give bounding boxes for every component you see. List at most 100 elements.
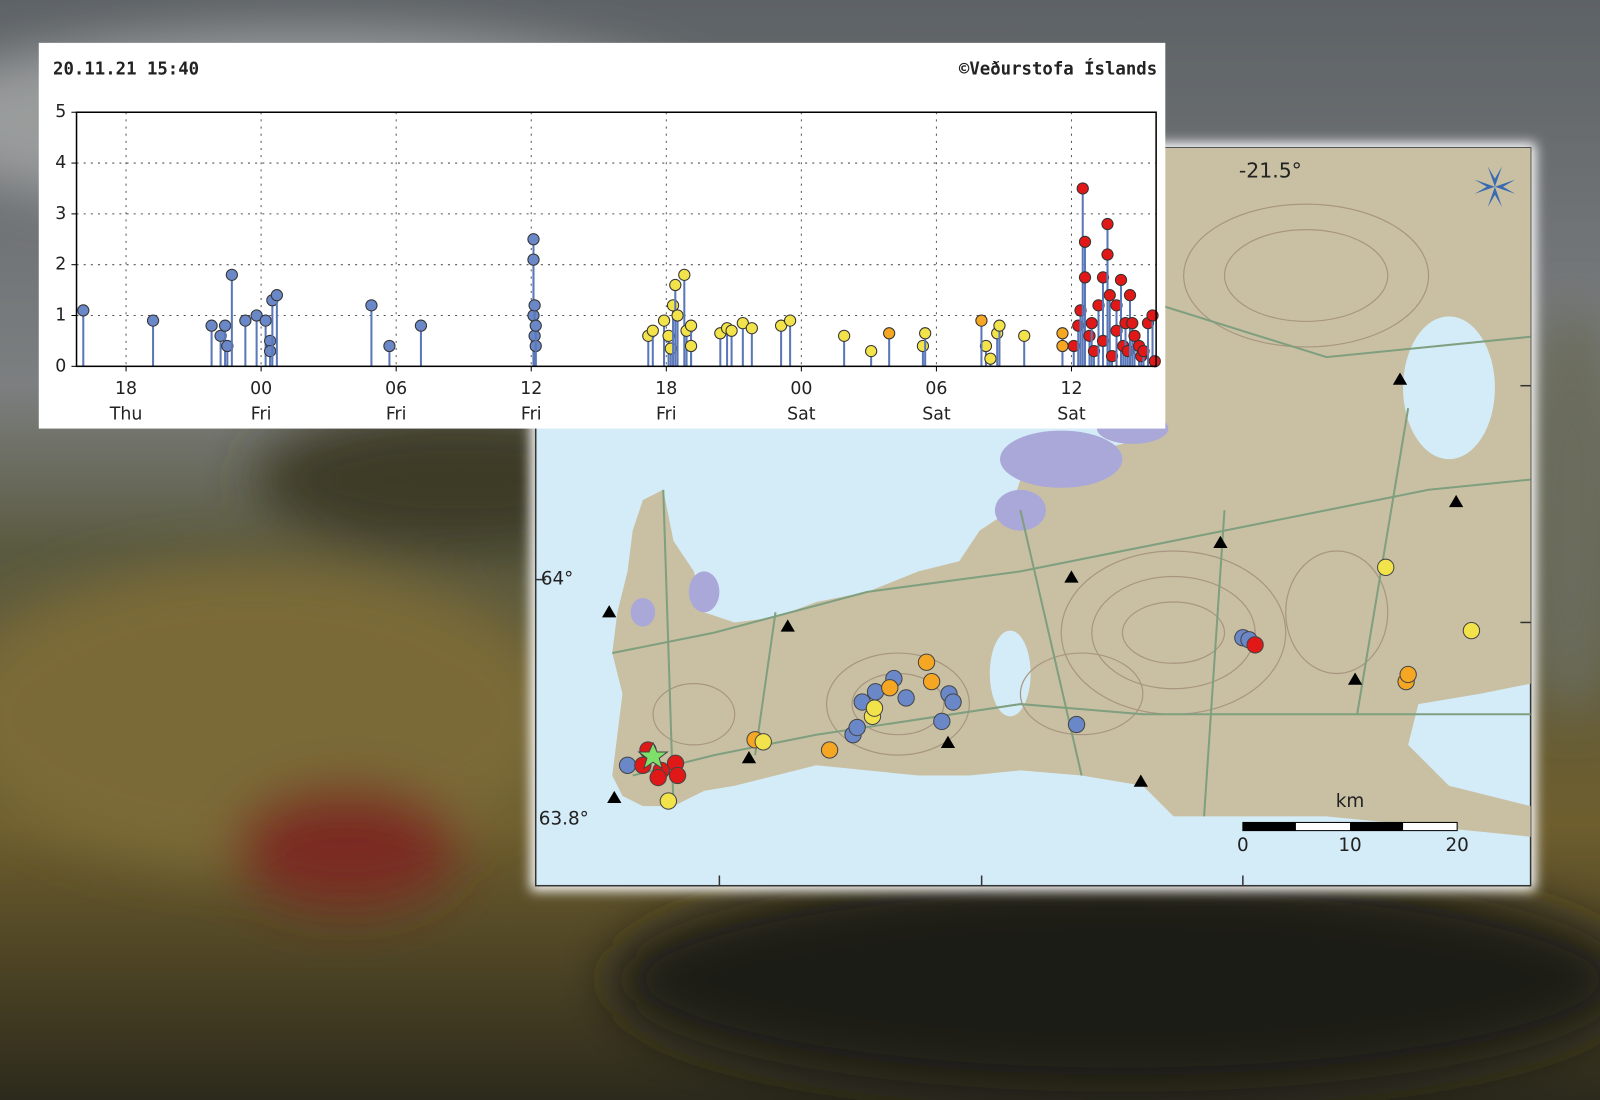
- x-tick-label: 00 Fri: [250, 379, 272, 425]
- stem: [1137, 344, 1150, 367]
- stem: [1128, 329, 1141, 367]
- stem: [671, 309, 684, 367]
- stem: [883, 327, 896, 367]
- stem-marker: [1114, 273, 1128, 287]
- stem-marker: [528, 299, 541, 312]
- stem-marker: [1110, 324, 1123, 337]
- stem-marker: [1103, 289, 1116, 302]
- scale-bar: [1242, 821, 1458, 832]
- stem-marker: [529, 319, 542, 332]
- stem: [365, 299, 378, 367]
- stem-marker: [1123, 289, 1137, 302]
- stem-marker: [919, 327, 932, 340]
- lake: [1403, 316, 1495, 460]
- stem-marker: [221, 339, 234, 353]
- stem: [684, 339, 698, 367]
- stem-marker: [666, 299, 680, 312]
- x-tick-label: 12 Sat: [1057, 379, 1086, 425]
- stem: [1018, 329, 1031, 367]
- stem-marker: [527, 253, 540, 266]
- y-tick-label: 0: [55, 356, 66, 376]
- x-tick-label: 18 Fri: [655, 379, 677, 425]
- stem-marker: [527, 233, 540, 246]
- stem-chart: 0 1 2 3 4 5 18 Thu 00 Fri 06 Fri 12 Fri 18 Fri 00 Sat 06 Sa…: [55, 102, 1161, 425]
- stem-marker: [225, 268, 238, 281]
- scale-unit: km: [1336, 791, 1365, 812]
- stem: [669, 278, 682, 367]
- x-tick-label: 06 Sat: [922, 379, 951, 425]
- stem-marker: [838, 329, 851, 342]
- stem-marker: [528, 329, 541, 342]
- stem-marker: [979, 339, 993, 353]
- stem-marker: [1137, 344, 1150, 358]
- stem: [414, 319, 428, 367]
- stem-marker: [883, 327, 896, 340]
- stem: [270, 289, 283, 367]
- stem-marker: [1085, 317, 1098, 330]
- scale-label: 0: [1237, 835, 1249, 856]
- stem: [865, 344, 878, 367]
- stem: [239, 314, 252, 367]
- stem: [259, 314, 272, 367]
- stem-marker: [678, 268, 691, 281]
- stem-marker: [1067, 339, 1080, 353]
- stem-marker: [1096, 271, 1110, 284]
- stem: [1087, 344, 1101, 367]
- stem-marker: [1076, 182, 1089, 195]
- stem: [225, 268, 238, 367]
- stem: [678, 268, 691, 367]
- stem-marker: [1092, 299, 1105, 312]
- stem: [529, 319, 542, 367]
- map: -21.5° 64° 63.8° km 0 10 20: [530, 142, 1536, 891]
- stem: [1092, 299, 1105, 367]
- stem: [1078, 271, 1092, 367]
- stem-marker: [146, 314, 160, 327]
- y-tick-label: 1: [55, 306, 66, 326]
- x-tick-label: 06 Fri: [385, 379, 407, 425]
- stem-marker: [263, 344, 277, 358]
- lat-label: 64°: [541, 569, 574, 590]
- compass: [1474, 166, 1516, 208]
- stem-marker: [1056, 327, 1069, 340]
- stem-marker: [239, 314, 252, 327]
- quake-locations: [618, 558, 1481, 810]
- stem-marker: [383, 339, 396, 353]
- stem-marker: [662, 329, 675, 342]
- stem-marker: [1105, 350, 1119, 363]
- credit: ©Veðurstofa Íslands: [959, 57, 1157, 79]
- stations: [602, 372, 1464, 804]
- stem-marker: [1078, 271, 1092, 284]
- stem: [646, 324, 659, 367]
- y-tick-label: 4: [55, 153, 66, 173]
- stem-marker: [1146, 309, 1159, 322]
- stem-marker: [1101, 248, 1114, 261]
- lon-label: -21.5°: [1239, 158, 1302, 182]
- stem-marker: [669, 278, 682, 292]
- stem-marker: [270, 289, 283, 302]
- stem-marker: [646, 324, 659, 337]
- stem: [146, 314, 160, 367]
- stem: [725, 324, 738, 367]
- stem-marker: [1018, 329, 1031, 342]
- chart-title: 20.11.21 15:40: [53, 59, 199, 79]
- stem: [736, 317, 749, 367]
- stem: [250, 309, 263, 367]
- stem-marker: [1128, 329, 1141, 342]
- stem-marker: [205, 319, 218, 332]
- stem: [993, 319, 1006, 367]
- stem-marker: [684, 319, 698, 332]
- y-tick-label: 2: [55, 255, 66, 275]
- x-tick-label: 00 Sat: [787, 379, 816, 425]
- stem-marker: [365, 299, 378, 312]
- x-tick-label: 12 Fri: [520, 379, 542, 425]
- stem: [214, 329, 227, 367]
- x-tick-label: 18 Thu: [109, 379, 143, 425]
- stem-marker: [657, 314, 671, 327]
- stem: [657, 314, 671, 367]
- stem-marker: [993, 319, 1006, 332]
- stem-marker: [725, 324, 738, 337]
- stem: [1110, 324, 1123, 367]
- lat-label: 63.8°: [539, 808, 589, 829]
- stem-marker: [1083, 329, 1096, 342]
